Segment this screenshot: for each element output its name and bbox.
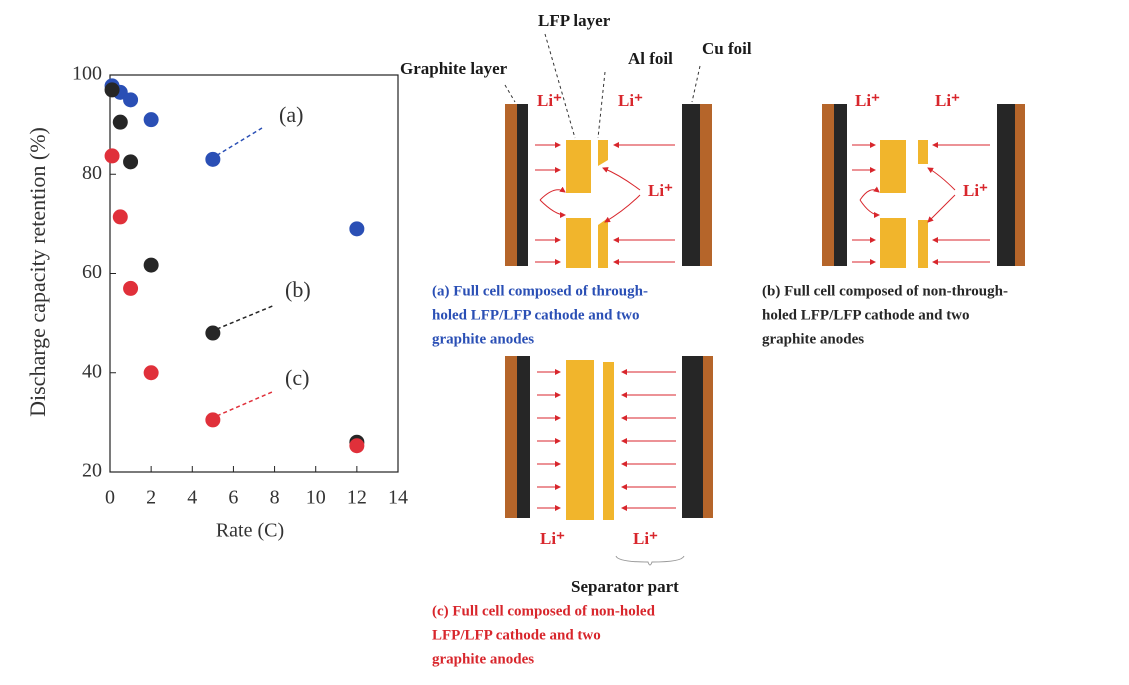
caption-line: (c) Full cell composed of non-holed	[432, 603, 656, 619]
caption-line: holed LFP/LFP cathode and two	[432, 307, 640, 323]
caption-line: (b) Full cell composed of non-through-	[762, 283, 1008, 299]
series-label: (a)	[279, 102, 303, 127]
label: Al foil	[628, 49, 673, 68]
x-tick-label: 10	[306, 487, 326, 509]
point	[105, 148, 120, 163]
y-tick-label: 20	[82, 460, 102, 482]
ion-label: Li⁺	[935, 91, 960, 110]
x-axis-label: Rate (C)	[216, 520, 284, 542]
caption-line: graphite anodes	[432, 651, 534, 667]
point	[113, 115, 128, 130]
point	[144, 258, 159, 273]
ion-label: Li⁺	[537, 91, 562, 110]
point	[349, 221, 364, 236]
caption-line: (a) Full cell composed of through-	[432, 283, 648, 299]
caption-line: graphite anodes	[762, 331, 864, 347]
y-tick-label: 100	[72, 63, 102, 85]
point	[123, 281, 138, 296]
annotation-line	[217, 305, 275, 329]
ion-label: Li⁺	[855, 91, 880, 110]
point	[349, 438, 364, 453]
panel-b	[822, 104, 1025, 268]
ion-label: Li⁺	[648, 181, 673, 200]
x-tick-label: 6	[228, 487, 238, 509]
figure: Rate (C) Discharge capacity retention (%…	[0, 0, 1129, 680]
label: Graphite layer	[400, 59, 508, 78]
point	[105, 82, 120, 97]
point	[144, 112, 159, 127]
x-tick-label: 14	[388, 487, 408, 509]
ion-label: Li⁺	[633, 529, 658, 548]
point	[123, 154, 138, 169]
point	[123, 92, 138, 107]
point	[113, 209, 128, 224]
plot-frame	[110, 75, 398, 472]
caption-line: graphite anodes	[432, 331, 534, 347]
label: Separator part	[571, 577, 679, 596]
x-tick-label: 4	[187, 487, 197, 509]
point	[144, 365, 159, 380]
y-tick-label: 40	[82, 360, 102, 382]
y-axis-label: Discharge capacity retention (%)	[25, 127, 50, 417]
scatter-chart: 0 2 4 6 8 10 12 14 20 40 60 80 100 (a) (b) (c)	[72, 63, 408, 509]
ion-label: Li⁺	[540, 529, 565, 548]
y-tick-label: 80	[82, 162, 102, 184]
y-tick-label: 60	[82, 261, 102, 283]
x-tick-label: 12	[347, 487, 367, 509]
caption-line: holed LFP/LFP cathode and two	[762, 307, 970, 323]
x-tick-label: 2	[146, 487, 156, 509]
annotation-line	[217, 392, 272, 416]
series-label: (b)	[285, 277, 311, 302]
caption-line: LFP/LFP cathode and two	[432, 627, 601, 643]
ion-label: Li⁺	[963, 181, 988, 200]
panel-a	[505, 104, 712, 268]
series-label: (c)	[285, 365, 309, 390]
annotation-line	[217, 128, 262, 155]
panel-c	[505, 356, 713, 565]
label: LFP layer	[538, 11, 611, 30]
label: Cu foil	[702, 39, 752, 58]
x-tick-label: 0	[105, 487, 115, 509]
x-tick-label: 8	[270, 487, 280, 509]
ion-label: Li⁺	[618, 91, 643, 110]
